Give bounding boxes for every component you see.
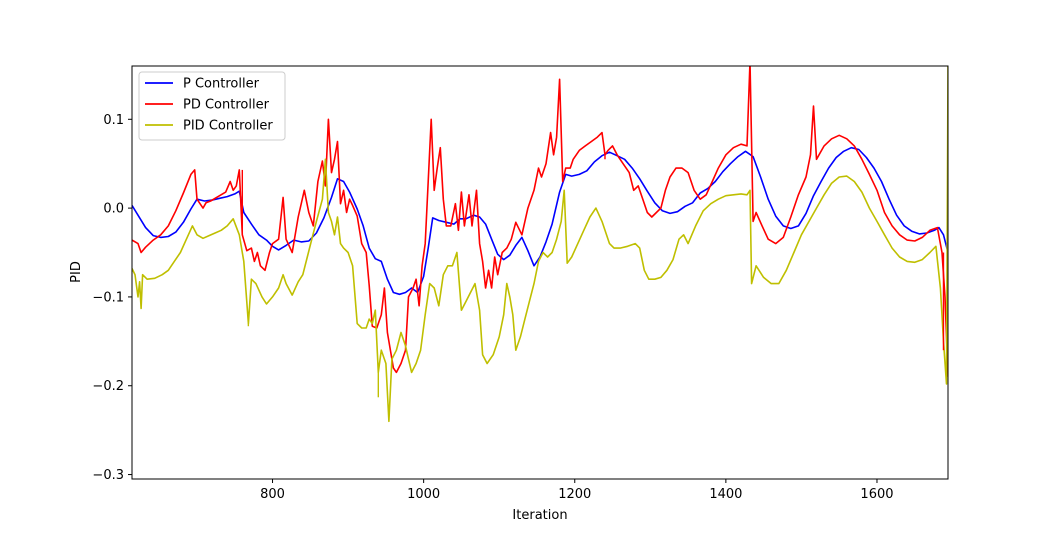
legend-box xyxy=(138,71,286,141)
x-axis-label: Iteration xyxy=(512,508,567,523)
x-tick-label: 800 xyxy=(260,487,285,502)
series-line-pid-controller xyxy=(132,66,948,423)
legend: P Controller PD Controller PID Controller xyxy=(138,71,286,141)
x-tick-label: 1400 xyxy=(709,487,742,502)
y-axis-label: PID xyxy=(69,261,84,283)
x-axis: 800 1000 1200 1400 1600 xyxy=(260,479,894,502)
series-line-pd-controller xyxy=(132,66,948,377)
x-tick-label: 1000 xyxy=(407,487,440,502)
x-tick-label: 1200 xyxy=(558,487,591,502)
y-tick-label: 0.0 xyxy=(103,202,124,217)
y-tick-label: −0.1 xyxy=(92,290,124,305)
plot-frame xyxy=(131,65,949,480)
series-layer xyxy=(132,66,948,423)
legend-label: PID Controller xyxy=(183,119,273,134)
legend-label: P Controller xyxy=(183,77,260,92)
y-tick-label: −0.2 xyxy=(92,379,124,394)
y-tick-label: −0.3 xyxy=(92,468,124,483)
series-line-p-controller xyxy=(132,146,948,296)
x-tick-label: 1600 xyxy=(860,487,893,502)
y-tick-label: 0.1 xyxy=(103,113,124,128)
y-axis: 0.1 0.0 −0.1 −0.2 −0.3 xyxy=(92,113,132,483)
legend-label: PD Controller xyxy=(183,98,270,113)
